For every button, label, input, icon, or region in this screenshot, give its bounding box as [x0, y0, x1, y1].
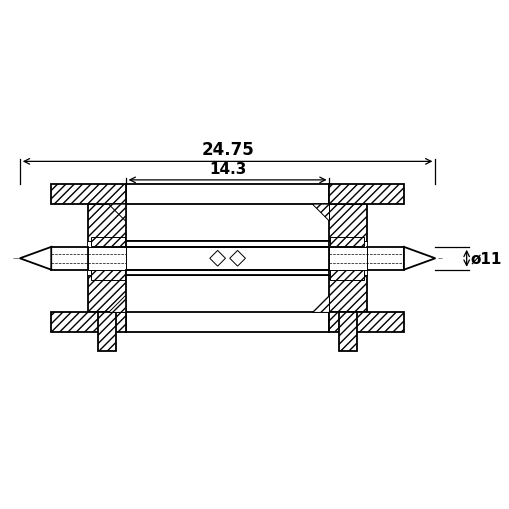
Polygon shape — [209, 251, 225, 267]
Polygon shape — [312, 296, 329, 313]
Bar — [125, 242, 329, 276]
Polygon shape — [312, 205, 329, 222]
Polygon shape — [329, 185, 403, 205]
Bar — [338, 313, 357, 351]
Bar — [125, 247, 329, 270]
Bar — [125, 270, 329, 276]
Bar — [88, 205, 125, 313]
Bar — [98, 313, 116, 351]
Polygon shape — [229, 251, 245, 267]
Polygon shape — [51, 313, 125, 333]
Bar — [91, 237, 125, 247]
Polygon shape — [329, 313, 403, 333]
Text: 14.3: 14.3 — [209, 162, 246, 177]
Bar — [88, 247, 125, 270]
Bar — [88, 242, 125, 276]
Bar — [329, 242, 366, 276]
Bar — [329, 237, 364, 247]
Polygon shape — [403, 247, 435, 270]
Bar — [91, 271, 125, 280]
Bar — [329, 205, 366, 313]
Bar — [51, 247, 88, 270]
Polygon shape — [108, 205, 125, 222]
Bar — [329, 271, 364, 280]
Text: 24.75: 24.75 — [201, 140, 253, 158]
Polygon shape — [20, 247, 51, 270]
Text: ø11: ø11 — [469, 251, 501, 266]
Bar — [329, 247, 366, 270]
Bar — [125, 242, 329, 247]
Polygon shape — [51, 185, 125, 205]
Bar — [366, 247, 403, 270]
Polygon shape — [108, 296, 125, 313]
Bar — [125, 185, 329, 205]
Bar — [125, 313, 329, 333]
